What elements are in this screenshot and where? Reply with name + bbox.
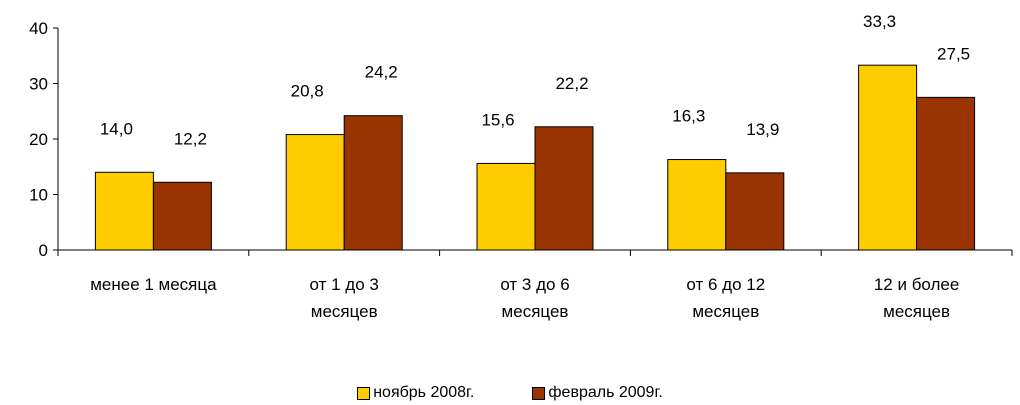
- data-label-series-1: 16,3: [672, 107, 705, 126]
- bar-series-1: [858, 64, 918, 251]
- x-category-label: месяцев: [692, 302, 759, 321]
- data-label-series-2: 27,5: [937, 44, 970, 63]
- bar-series-1: [667, 159, 727, 251]
- legend-label-series-1: ноябрь 2008г.: [373, 384, 475, 401]
- legend-swatch-series-2: [532, 386, 546, 400]
- legend: ноябрь 2008г. февраль 2009г.: [0, 384, 1020, 402]
- legend-swatch-series-1: [357, 386, 371, 400]
- legend-label-series-2: февраль 2009г.: [548, 384, 663, 401]
- bar-series-1: [94, 171, 154, 251]
- bar-series-1: [476, 162, 536, 251]
- data-label-series-1: 20,8: [291, 82, 324, 101]
- data-label-series-2: 13,9: [746, 120, 779, 139]
- x-category-label: месяцев: [883, 302, 950, 321]
- x-category-label: менее 1 месяца: [90, 275, 217, 294]
- bar-chart: 0 10 20 30 40 14,0 12,2 менее 1 месяца 20,8 24,2 о…: [29, 12, 1013, 321]
- legend-item-series-2: февраль 2009г.: [532, 384, 663, 402]
- bar-series-2: [916, 96, 976, 251]
- bar-series-2: [152, 181, 212, 251]
- data-label-series-1: 15,6: [481, 110, 514, 129]
- data-label-series-2: 12,2: [174, 129, 207, 148]
- data-label-series-2: 24,2: [365, 63, 398, 82]
- x-category-label: от 6 до 12: [686, 275, 765, 294]
- bar-series-1: [285, 134, 345, 251]
- x-category-label: от 3 до 6: [500, 275, 569, 294]
- data-label-series-2: 22,2: [555, 74, 588, 93]
- y-tick-label: 20: [29, 130, 48, 149]
- legend-item-series-1: ноябрь 2008г.: [357, 384, 474, 402]
- x-category-label: месяцев: [502, 302, 569, 321]
- y-tick-label: 0: [39, 241, 48, 260]
- x-category-label: 12 и более: [874, 275, 960, 294]
- bar-series-2: [343, 115, 403, 251]
- y-tick-label: 30: [29, 75, 48, 94]
- x-category-label: месяцев: [311, 302, 378, 321]
- y-tick-label: 10: [29, 186, 48, 205]
- data-label-series-1: 33,3: [863, 12, 896, 31]
- bar-series-2: [725, 172, 785, 251]
- x-category-label: от 1 до 3: [310, 275, 379, 294]
- data-label-series-1: 14,0: [100, 119, 133, 138]
- y-tick-label: 40: [29, 19, 48, 38]
- bar-series-2: [534, 126, 594, 251]
